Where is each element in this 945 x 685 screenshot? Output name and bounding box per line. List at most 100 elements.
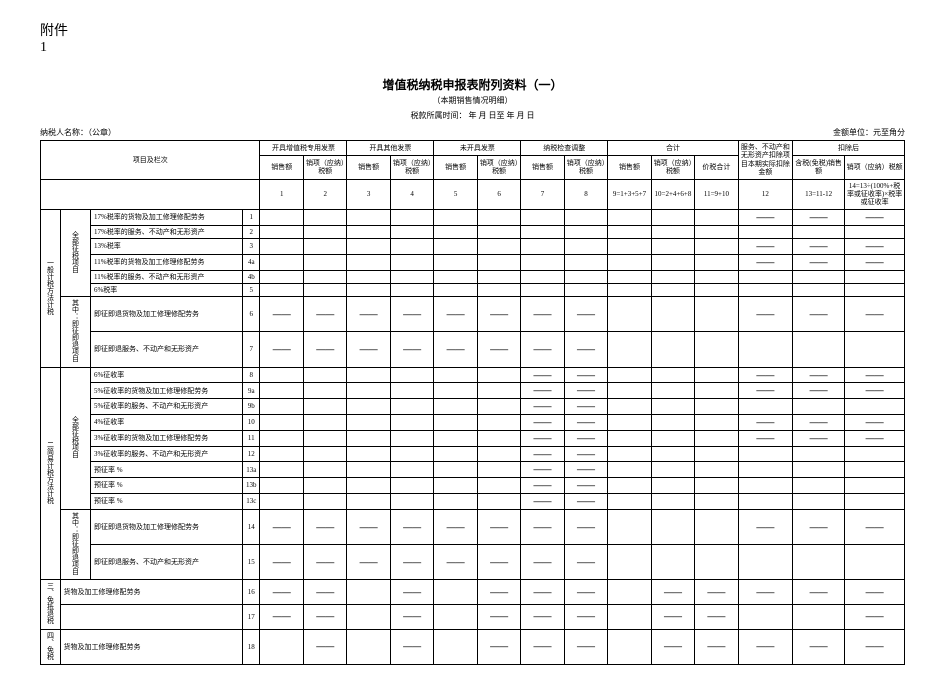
cell: —— (738, 297, 792, 332)
cell: —— (738, 629, 792, 664)
cell: —— (738, 238, 792, 254)
r13a-n: 13a (243, 462, 260, 478)
cell: —— (477, 580, 520, 605)
sec1a: 全部征税项目 (60, 209, 90, 297)
cell: —— (521, 545, 564, 580)
cell: —— (738, 509, 792, 544)
cell: —— (564, 399, 607, 415)
sec2: 二简易计税方法计税 (41, 367, 61, 580)
r8-label: 6%征收率 (90, 367, 242, 383)
cell: —— (651, 629, 694, 664)
cell: —— (521, 462, 564, 478)
cell: —— (695, 580, 739, 605)
cell: —— (477, 297, 520, 332)
sec4: 四、免税 (41, 629, 61, 664)
hdr-g5: 合计 (608, 141, 738, 156)
cell: —— (521, 629, 564, 664)
cell: —— (564, 604, 607, 629)
cell: —— (651, 580, 694, 605)
cell: —— (845, 383, 905, 399)
r6-n: 6 (243, 297, 260, 332)
cell: —— (260, 580, 303, 605)
cell: —— (390, 604, 433, 629)
cell: —— (564, 415, 607, 431)
r5-label: 6%税率 (90, 283, 242, 296)
hdr-g7: 扣除后 (793, 141, 905, 156)
cell: —— (738, 580, 792, 605)
cell: —— (303, 509, 346, 544)
hdr-sales1: 销售额 (260, 155, 303, 179)
cell: —— (695, 629, 739, 664)
r15-n: 15 (243, 545, 260, 580)
cell: —— (793, 383, 845, 399)
hdr-g1: 开具增值税专用发票 (260, 141, 347, 156)
cell: —— (260, 545, 303, 580)
r9b-label: 5%征收率的服务、不动产和无形资产 (90, 399, 242, 415)
cell: —— (793, 254, 845, 270)
c10: 10=2+4+6+8 (651, 179, 694, 209)
cell: —— (564, 383, 607, 399)
c5: 5 (434, 179, 477, 209)
cell: —— (738, 254, 792, 270)
cell: —— (793, 509, 845, 544)
r2-label: 17%税率的服务、不动产和无形资产 (90, 225, 242, 238)
r16-label: 货物及加工修理修配劳务 (60, 580, 243, 605)
cell: —— (260, 332, 303, 367)
cell: —— (434, 297, 477, 332)
cell: —— (303, 629, 346, 664)
cell: —— (564, 462, 607, 478)
hdr-pricetax: 价税合计 (695, 155, 739, 179)
r12-label: 3%征收率的服务、不动产和无形资产 (90, 446, 242, 462)
cell: —— (793, 580, 845, 605)
cell: —— (521, 509, 564, 544)
cell: —— (793, 297, 845, 332)
cell: —— (651, 604, 694, 629)
r9a-label: 5%征收率的货物及加工修理修配劳务 (90, 383, 242, 399)
hdr-g3: 未开具发票 (434, 141, 521, 156)
cell: —— (845, 367, 905, 383)
hdr-tax1: 销项（应纳）税额 (303, 155, 346, 179)
cell: —— (521, 332, 564, 367)
cell: —— (477, 604, 520, 629)
cell: —— (521, 478, 564, 494)
cell: —— (477, 332, 520, 367)
cell: —— (793, 367, 845, 383)
cell: —— (564, 545, 607, 580)
r1-label: 17%税率的货物及加工修理修配劳务 (90, 209, 242, 225)
r16-n: 16 (243, 580, 260, 605)
cell: —— (434, 332, 477, 367)
doc-title: 增值税纳税申报表附列资料（一） (40, 76, 905, 93)
cell: —— (845, 509, 905, 544)
cell: —— (303, 332, 346, 367)
cell: —— (564, 629, 607, 664)
cell: —— (564, 478, 607, 494)
c4: 4 (390, 179, 433, 209)
cell: —— (521, 494, 564, 510)
r13a-label: 预征率 % (90, 462, 242, 478)
c12: 12 (738, 179, 792, 209)
r8-n: 8 (243, 367, 260, 383)
hdr-tax4: 销项（应纳）税额 (564, 155, 607, 179)
cell: —— (347, 509, 390, 544)
r13b-label: 预征率 % (90, 478, 242, 494)
cell: —— (793, 209, 845, 225)
hdr-sales5: 销售额 (608, 155, 651, 179)
sec1: 一般计税方法计税 (41, 209, 61, 367)
r12-n: 12 (243, 446, 260, 462)
cell: —— (521, 446, 564, 462)
cell: —— (738, 383, 792, 399)
hdr-blank (41, 179, 260, 209)
r3-n: 3 (243, 238, 260, 254)
cell: —— (521, 604, 564, 629)
cell: —— (347, 545, 390, 580)
cell: —— (521, 430, 564, 446)
cell: —— (793, 629, 845, 664)
cell: —— (564, 297, 607, 332)
c9: 9=1+3+5+7 (608, 179, 651, 209)
r4a-label: 11%税率的货物及加工修理修配劳务 (90, 254, 242, 270)
cell: —— (564, 509, 607, 544)
cell: —— (521, 367, 564, 383)
r5-n: 5 (243, 283, 260, 296)
cell: —— (390, 509, 433, 544)
cell: —— (260, 509, 303, 544)
